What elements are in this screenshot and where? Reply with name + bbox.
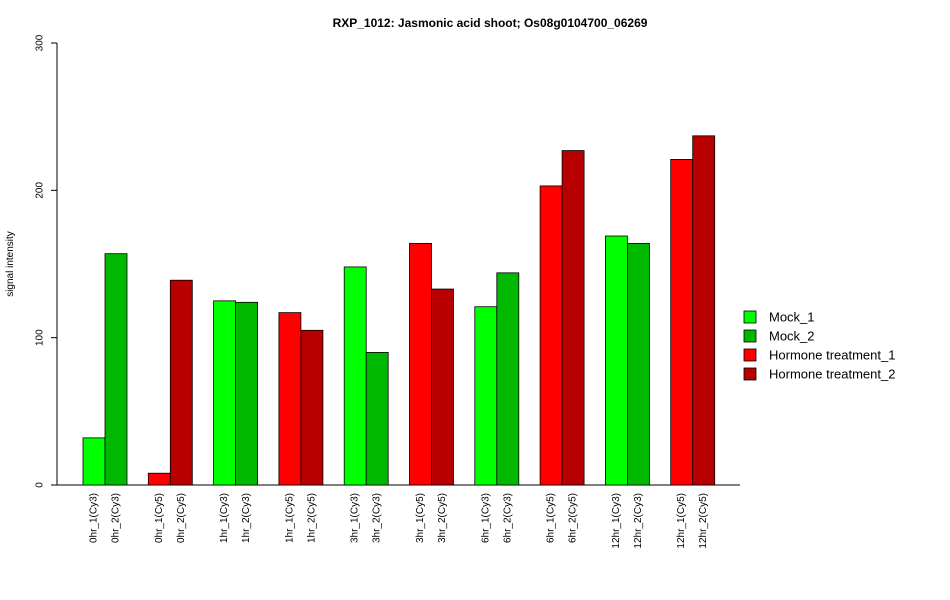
- legend-swatch: [743, 367, 757, 381]
- legend-swatch: [743, 329, 757, 343]
- x-tick-label: 6hr_1(Cy5): [546, 493, 557, 543]
- bar-0hr-1-cy3: [82, 437, 106, 486]
- legend: Mock_1 Mock_2 Hormone treatment_1 Hormone t…: [743, 310, 895, 382]
- bar-3hr-1-cy3: [343, 266, 367, 486]
- x-tick-label: 3hr_2(Cy3): [372, 493, 383, 543]
- y-tick-label: 0: [35, 482, 46, 488]
- bar-1hr-2-cy5: [300, 329, 324, 486]
- x-tick-label: 12hr_2(Cy3): [633, 493, 644, 549]
- x-tick-label: 3hr_1(Cy3): [350, 493, 361, 543]
- y-axis-ticks: 0 100 200 300: [35, 34, 57, 488]
- legend-label: Mock_1: [769, 310, 815, 325]
- bar-1hr-2-cy3: [235, 301, 259, 486]
- x-tick-label: 3hr_1(Cy5): [415, 493, 426, 543]
- bar-0hr-2-cy5: [169, 279, 193, 486]
- bar-12hr-1-cy5: [670, 158, 694, 486]
- x-tick-label: 6hr_2(Cy5): [568, 493, 579, 543]
- bar-1hr-1-cy5: [278, 312, 302, 486]
- bar-3hr-2-cy3: [365, 351, 389, 486]
- legend-swatch: [743, 348, 757, 362]
- x-tick-label: 1hr_1(Cy5): [284, 493, 295, 543]
- bar-3hr-1-cy5: [409, 242, 432, 486]
- chart-title: RXP_1012: Jasmonic acid shoot; Os08g0104…: [333, 16, 648, 30]
- legend-label: Hormone treatment_1: [769, 348, 895, 363]
- bar-12hr-2-cy3: [627, 242, 650, 486]
- x-tick-label: 6hr_1(Cy3): [480, 493, 491, 543]
- bars-layer: [82, 135, 716, 486]
- bar-1hr-1-cy3: [213, 300, 237, 486]
- x-tick-labels: 0hr_1(Cy3) 0hr_2(Cy3) 0hr_1(Cy5) 0hr_2(Cy5)…: [89, 493, 710, 549]
- legend-label: Mock_2: [769, 329, 815, 344]
- x-tick-label: 12hr_1(Cy3): [611, 493, 622, 549]
- bar-6hr-2-cy5: [561, 150, 585, 486]
- x-tick-label: 3hr_2(Cy5): [437, 493, 448, 543]
- y-axis-label: signal intensity: [5, 231, 16, 297]
- bar-3hr-2-cy5: [431, 288, 454, 486]
- bar-0hr-2-cy3: [104, 253, 128, 486]
- legend-label: Hormone treatment_2: [769, 367, 895, 382]
- legend-swatch: [743, 310, 757, 324]
- x-tick-label: 0hr_1(Cy5): [154, 493, 165, 543]
- bar-6hr-1-cy5: [539, 185, 563, 486]
- bar-6hr-2-cy3: [496, 272, 520, 486]
- bar-12hr-1-cy3: [605, 235, 628, 486]
- y-tick-label: 100: [35, 329, 46, 346]
- y-tick-label: 200: [35, 182, 46, 199]
- x-tick-label: 1hr_2(Cy3): [241, 493, 252, 543]
- x-tick-label: 6hr_2(Cy3): [502, 493, 513, 543]
- x-tick-label: 0hr_2(Cy5): [176, 493, 187, 543]
- x-tick-label: 1hr_2(Cy5): [306, 493, 317, 543]
- x-tick-label: 12hr_1(Cy5): [676, 493, 687, 549]
- bar-0hr-1-cy5: [147, 472, 171, 486]
- x-tick-label: 0hr_2(Cy3): [111, 493, 122, 543]
- bar-6hr-1-cy3: [474, 306, 498, 486]
- x-tick-label: 0hr_1(Cy3): [89, 493, 100, 543]
- x-tick-label: 12hr_2(Cy5): [698, 493, 709, 549]
- x-tick-label: 1hr_1(Cy3): [219, 493, 230, 543]
- bar-12hr-2-cy5: [692, 135, 716, 486]
- y-tick-label: 300: [35, 34, 46, 51]
